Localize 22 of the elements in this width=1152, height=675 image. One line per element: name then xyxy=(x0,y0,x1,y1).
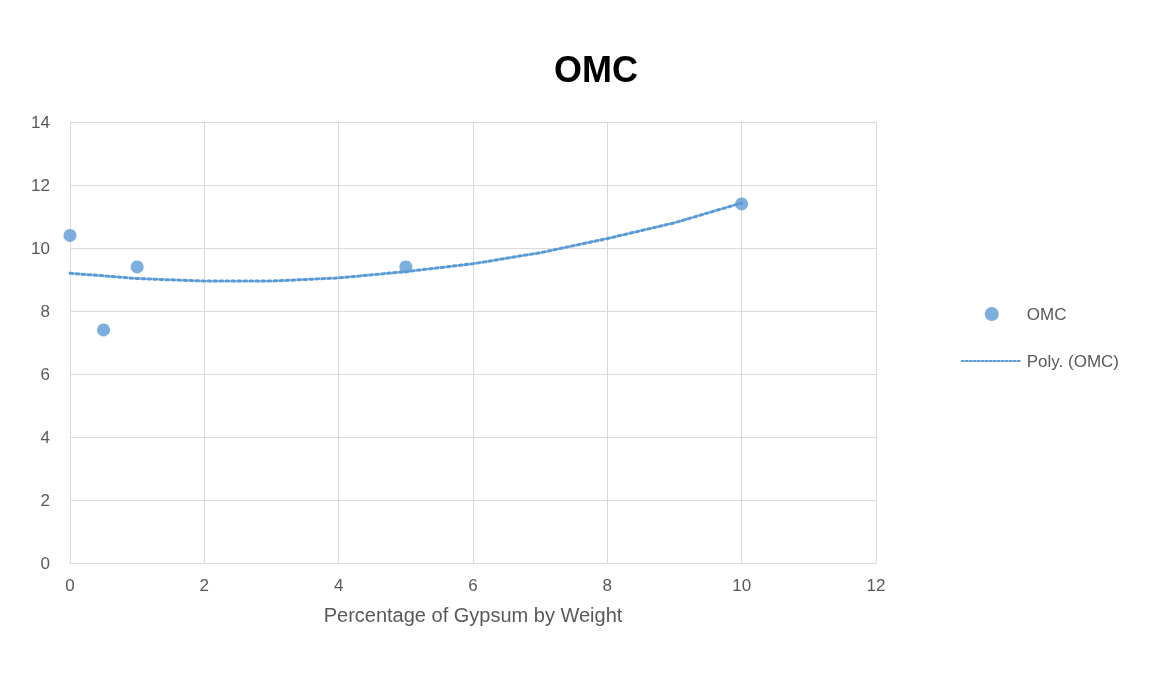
y-tick-label: 0 xyxy=(40,553,50,573)
y-tick-label: 14 xyxy=(31,112,50,132)
y-tick-label: 4 xyxy=(40,427,50,447)
y-tick-label: 8 xyxy=(40,301,50,321)
y-tick-label: 2 xyxy=(40,490,50,510)
y-tick-label: 12 xyxy=(31,175,50,195)
x-axis-title: Percentage of Gypsum by Weight xyxy=(323,604,623,626)
x-tick-label: 4 xyxy=(333,576,344,595)
x-tick-label: 2 xyxy=(199,576,210,595)
point xyxy=(130,260,144,274)
y-tick-label: 10 xyxy=(31,238,50,258)
x-tick-label: 6 xyxy=(468,576,478,595)
x-tick-label: 8 xyxy=(602,576,613,595)
x-tick-label: 12 xyxy=(866,576,886,595)
y-tick-label: 6 xyxy=(40,364,50,384)
legend-label: OMC xyxy=(1026,304,1067,324)
x-tick-label: 0 xyxy=(65,576,75,595)
point xyxy=(97,323,111,337)
x-tick-label: 10 xyxy=(732,576,752,595)
chart-title: OMC xyxy=(554,48,638,90)
legend-label: Poly. (OMC) xyxy=(1026,351,1120,371)
point xyxy=(63,228,77,242)
